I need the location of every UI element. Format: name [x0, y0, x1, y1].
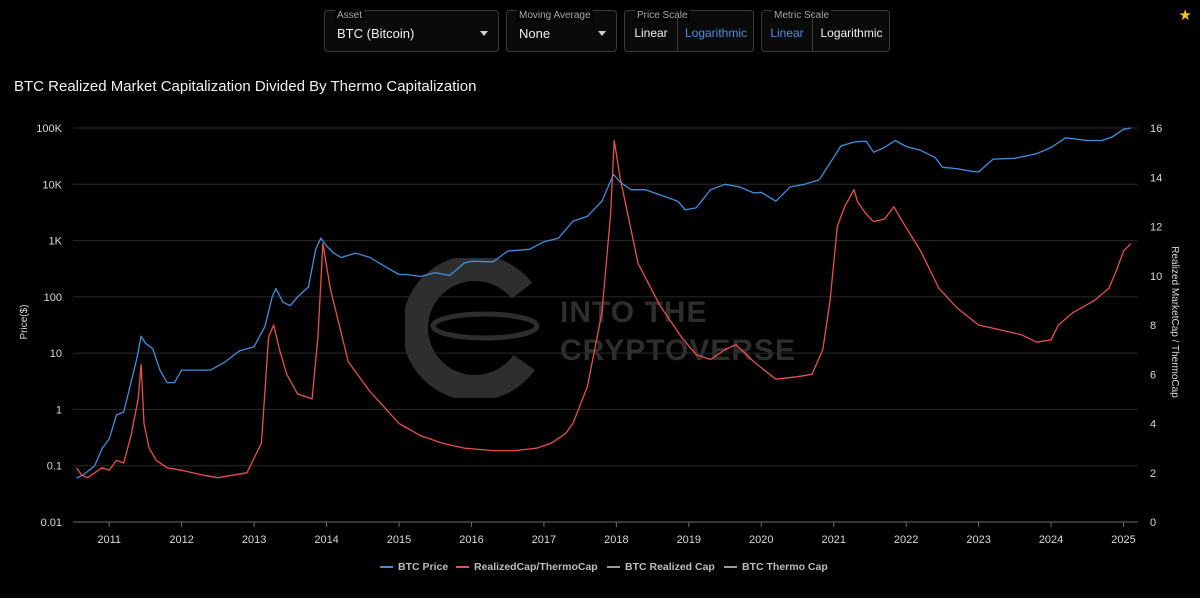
- y-tick-label: 0.1: [47, 461, 62, 473]
- chart-title: BTC Realized Market Capitalization Divid…: [14, 78, 477, 95]
- watermark-logo: INTO THE CRYPTOVERSE: [402, 255, 805, 401]
- y-tick-label: 1: [56, 404, 62, 416]
- moving-average-label: Moving Average: [517, 10, 593, 21]
- x-tick-label: 2018: [604, 534, 628, 546]
- metric-scale-label: Metric Scale: [772, 10, 832, 21]
- ratio-line: [76, 139, 1132, 479]
- moving-average-value: None: [519, 26, 551, 41]
- x-tick-label: 2013: [242, 534, 266, 546]
- y2-tick-label: 10: [1150, 271, 1162, 283]
- y2-tick-label: 4: [1150, 419, 1156, 431]
- price-scale-toggle: Price Scale Linear Logarithmic: [624, 10, 754, 52]
- metric-scale-log-button[interactable]: Logarithmic: [820, 26, 883, 40]
- legend-item-btc-price[interactable]: BTC Price: [380, 561, 448, 573]
- legend-item-ratio[interactable]: RealizedCap/ThermoCap: [456, 561, 598, 573]
- y2-axis-label: Realized MarketCap / ThermoCap: [1169, 246, 1180, 398]
- y-tick-label: 10K: [42, 179, 62, 191]
- price-scale-linear-button[interactable]: Linear: [634, 26, 668, 40]
- x-tick-label: 2014: [314, 534, 338, 546]
- x-tick-label: 2021: [821, 534, 845, 546]
- x-tick-label: 2023: [966, 534, 990, 546]
- y-tick-label: 1K: [49, 236, 63, 248]
- x-tick-label: 2016: [459, 534, 483, 546]
- y2-tick-label: 6: [1150, 369, 1156, 381]
- x-tick-label: 2011: [97, 534, 121, 546]
- logo-mark-icon: [402, 255, 548, 401]
- grid: [73, 127, 1138, 467]
- chevron-down-icon: [480, 31, 488, 36]
- x-tick-label: 2022: [894, 534, 918, 546]
- metric-scale-linear-button[interactable]: Linear: [770, 26, 804, 40]
- x-tick-label: 2019: [677, 534, 701, 546]
- x-tick-label: 2020: [749, 534, 773, 546]
- price-scale-log-button[interactable]: Logarithmic: [684, 26, 748, 40]
- x-tick-label: 2025: [1111, 534, 1135, 546]
- chevron-down-icon: [598, 31, 606, 36]
- y2-tick-label: 0: [1150, 517, 1156, 529]
- legend-label: BTC Thermo Cap: [742, 561, 828, 573]
- btc-price-line: [76, 127, 1131, 479]
- y2-tick-label: 8: [1150, 320, 1156, 332]
- y2-tick-label: 14: [1150, 172, 1162, 184]
- legend-label: RealizedCap/ThermoCap: [474, 561, 598, 573]
- y-tick-label: 100: [44, 292, 62, 304]
- series-lines: [76, 127, 1132, 479]
- star-icon[interactable]: ★: [1178, 7, 1192, 24]
- legend-label: BTC Realized Cap: [625, 561, 715, 573]
- x-tick-label: 2012: [169, 534, 193, 546]
- legend-swatch: [456, 566, 469, 569]
- y2-tick-label: 2: [1150, 468, 1156, 480]
- y2-tick-label: 16: [1150, 123, 1162, 135]
- asset-value: BTC (Bitcoin): [337, 26, 415, 41]
- x-tick-label: 2017: [532, 534, 556, 546]
- legend: BTC Price RealizedCap/ThermoCap BTC Real…: [0, 561, 1200, 575]
- y-axis-label: Price($): [19, 304, 30, 339]
- axes: 0.01 0.1 1 10 100 1K 10K 100K 0 2 4 6 8 10 12 14 16 2011 2…: [36, 123, 1162, 546]
- asset-label: Asset: [335, 10, 365, 21]
- x-tick-label: 2024: [1039, 534, 1063, 546]
- moving-average-select[interactable]: Moving Average None: [506, 10, 617, 52]
- legend-swatch: [724, 566, 737, 569]
- divider: [677, 11, 678, 51]
- legend-item-realized-cap[interactable]: BTC Realized Cap: [607, 561, 715, 573]
- legend-swatch: [607, 566, 620, 569]
- metric-scale-toggle: Metric Scale Linear Logarithmic: [761, 10, 890, 52]
- divider: [812, 11, 813, 51]
- legend-swatch: [380, 566, 393, 569]
- y2-tick-label: 12: [1150, 222, 1162, 234]
- y-tick-label: 0.01: [41, 517, 62, 529]
- x-tick-label: 2015: [387, 534, 411, 546]
- price-scale-label: Price Scale: [635, 10, 690, 21]
- y-tick-label: 100K: [36, 123, 62, 135]
- y-tick-label: 10: [50, 348, 62, 360]
- legend-label: BTC Price: [398, 561, 449, 573]
- asset-select[interactable]: Asset BTC (Bitcoin): [324, 10, 499, 52]
- legend-item-thermo-cap[interactable]: BTC Thermo Cap: [724, 561, 828, 573]
